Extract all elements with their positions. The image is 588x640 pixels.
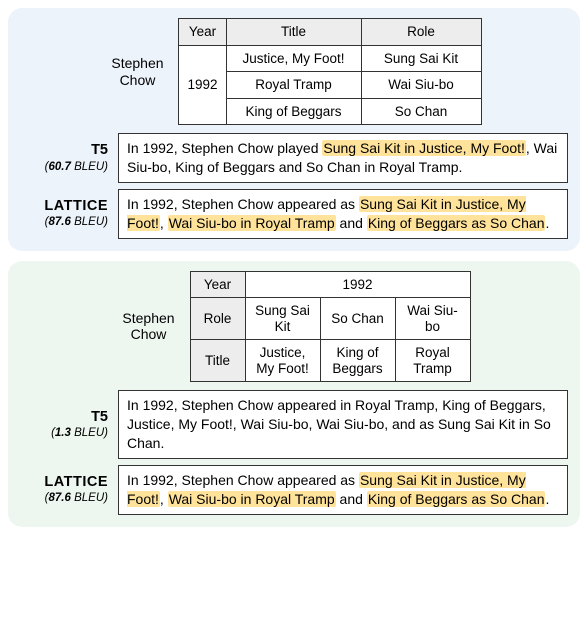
side-label-bot: Stephen Chow xyxy=(118,310,180,344)
model-score: (87.6 BLEU) xyxy=(45,216,108,228)
text-hl: Wai Siu-bo in Royal Tramp xyxy=(168,491,336,507)
model-score: (87.6 BLEU) xyxy=(45,492,108,504)
text-post: . xyxy=(545,215,549,231)
cell-role: So Chan xyxy=(361,98,481,125)
side-label-l1: Stephen xyxy=(122,310,174,326)
text-mid: , xyxy=(160,491,168,507)
lattice-text-bot: In 1992, Stephen Chow appeared as Sung S… xyxy=(118,465,568,515)
model-name: LATTICE xyxy=(44,198,108,214)
t5-row-top: T5 (60.7 BLEU) In 1992, Stephen Chow pla… xyxy=(20,133,568,183)
side-label-l1: Stephen xyxy=(111,55,163,71)
lattice-row-bot: LATTICE (87.6 BLEU) In 1992, Stephen Cho… xyxy=(20,465,568,515)
cell-year-label: Year xyxy=(190,271,245,298)
col-title: Title xyxy=(226,19,361,46)
table-row: Year 1992 xyxy=(190,271,470,298)
cell-title: Justice, My Foot! xyxy=(226,45,361,72)
text-pre: In 1992, Stephen Chow appeared as xyxy=(127,472,359,488)
text-hl: King of Beggars as So Chan xyxy=(367,215,546,231)
text-pre: In 1992, Stephen Chow appeared in Royal … xyxy=(127,397,551,451)
cell-role-label: Role xyxy=(190,298,245,340)
model-score: (60.7 BLEU) xyxy=(45,161,108,173)
col-year: Year xyxy=(179,19,226,46)
t5-text-bot: In 1992, Stephen Chow appeared in Royal … xyxy=(118,390,568,459)
lattice-text-top: In 1992, Stephen Chow appeared as Sung S… xyxy=(118,189,568,239)
cell-title: King of Beggars xyxy=(226,98,361,125)
t5-text-top: In 1992, Stephen Chow played Sung Sai Ki… xyxy=(118,133,568,183)
cell-role: Sung Sai Kit xyxy=(361,45,481,72)
text-pre: In 1992, Stephen Chow played xyxy=(127,140,322,156)
table-row: Year Title Role xyxy=(179,19,481,46)
cell-title: King ofBeggars xyxy=(320,340,395,382)
lattice-row-top: LATTICE (87.6 BLEU) In 1992, Stephen Cho… xyxy=(20,189,568,239)
t5-label: T5 (1.3 BLEU) xyxy=(20,409,110,441)
cell-role: Sung Sai Kit xyxy=(245,298,320,340)
table-bot: Year 1992 Role Sung Sai Kit So Chan Wai … xyxy=(190,271,471,383)
lattice-label: LATTICE (87.6 BLEU) xyxy=(20,198,110,230)
text-pre: In 1992, Stephen Chow appeared as xyxy=(127,196,359,212)
side-label-l2: Chow xyxy=(131,326,167,342)
col-role: Role xyxy=(361,19,481,46)
text-mid: and xyxy=(336,215,367,231)
model-name: T5 xyxy=(91,142,108,158)
model-name: T5 xyxy=(91,409,108,425)
cell-year: 1992 xyxy=(245,271,470,298)
text-mid: , xyxy=(160,215,168,231)
text-post: . xyxy=(545,491,549,507)
model-score: (1.3 BLEU) xyxy=(51,427,108,439)
lattice-label: LATTICE (87.6 BLEU) xyxy=(20,474,110,506)
table-row: Title Justice,My Foot! King ofBeggars Ro… xyxy=(190,340,470,382)
table-top: Year Title Role 1992 Justice, My Foot! S… xyxy=(178,18,481,125)
cell-title-label: Title xyxy=(190,340,245,382)
table-row: Role Sung Sai Kit So Chan Wai Siu-bo xyxy=(190,298,470,340)
table-row: 1992 Justice, My Foot! Sung Sai Kit xyxy=(179,45,481,72)
cell-role: So Chan xyxy=(320,298,395,340)
text-mid: and xyxy=(336,491,367,507)
cell-role: Wai Siu-bo xyxy=(361,72,481,99)
model-name: LATTICE xyxy=(44,474,108,490)
table-area-top: Stephen Chow Year Title Role 1992 Justic… xyxy=(20,18,568,125)
side-label-top: Stephen Chow xyxy=(106,55,168,89)
panel-bot: Stephen Chow Year 1992 Role Sung Sai Kit… xyxy=(8,261,580,527)
cell-year: 1992 xyxy=(179,45,226,125)
t5-label: T5 (60.7 BLEU) xyxy=(20,142,110,174)
table-area-bot: Stephen Chow Year 1992 Role Sung Sai Kit… xyxy=(20,271,568,383)
side-label-l2: Chow xyxy=(120,72,156,88)
text-hl: Sung Sai Kit in Justice, My Foot! xyxy=(322,140,526,156)
cell-role: Wai Siu-bo xyxy=(395,298,470,340)
cell-title: Justice,My Foot! xyxy=(245,340,320,382)
cell-title: RoyalTramp xyxy=(395,340,470,382)
text-hl: Wai Siu-bo in Royal Tramp xyxy=(168,215,336,231)
t5-row-bot: T5 (1.3 BLEU) In 1992, Stephen Chow appe… xyxy=(20,390,568,459)
text-hl: King of Beggars as So Chan xyxy=(367,491,546,507)
cell-title: Royal Tramp xyxy=(226,72,361,99)
panel-top: Stephen Chow Year Title Role 1992 Justic… xyxy=(8,8,580,251)
